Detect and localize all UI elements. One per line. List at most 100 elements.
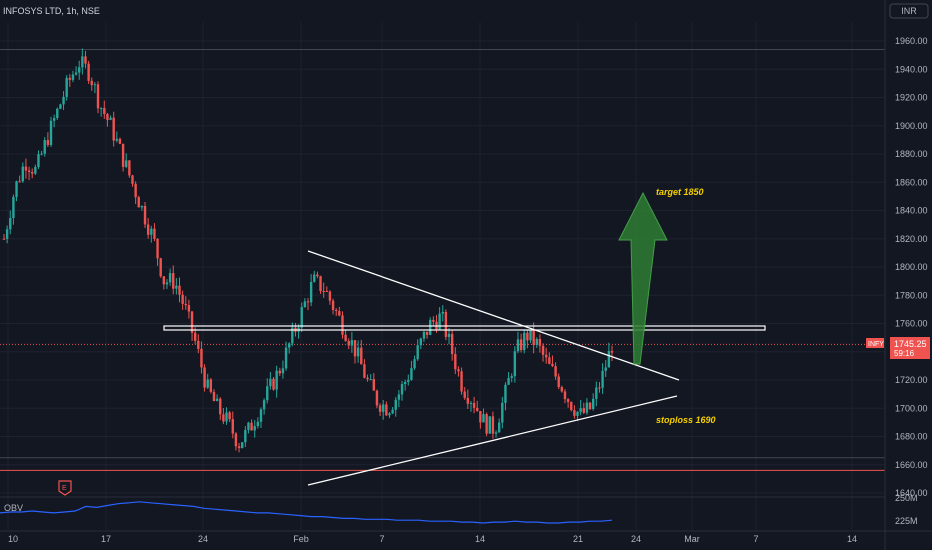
candle-body [244, 429, 247, 443]
y-tick-label: 1840.00 [895, 206, 928, 216]
candle-body [363, 364, 366, 378]
candle-body [447, 333, 451, 337]
y-tick-label: 1940.00 [895, 64, 928, 74]
candle-body [563, 391, 567, 400]
symbol-text: INFY [868, 341, 884, 348]
candle-body [240, 442, 244, 448]
y-tick-label: 1820.00 [895, 234, 928, 244]
candle-body [598, 387, 601, 389]
x-tick-label: 17 [101, 534, 111, 544]
y-tick-label: 1780.00 [895, 290, 928, 300]
candle-body [309, 281, 313, 303]
candle-body [366, 377, 369, 380]
candle-body [225, 412, 228, 422]
candle-body [441, 311, 444, 314]
candle-body [34, 166, 37, 174]
candle-body [300, 307, 303, 328]
candle-body [331, 300, 335, 310]
candle-body [121, 143, 125, 167]
y-tick-label: 1880.00 [895, 149, 928, 159]
candle-body [165, 282, 169, 285]
candle-body [585, 402, 589, 413]
candle-body [74, 72, 78, 75]
candle-body [131, 175, 134, 184]
candle-body [106, 113, 109, 120]
candle-body [153, 228, 156, 239]
candle-body [197, 340, 200, 349]
candle-body [109, 117, 112, 120]
candle-body [344, 334, 347, 341]
candle-body [532, 329, 535, 345]
countdown-text: 59:16 [894, 349, 915, 358]
candle-body [516, 339, 520, 352]
y-tick-label: 1960.00 [895, 36, 928, 46]
candle-body [472, 403, 476, 408]
candle-body [541, 345, 545, 355]
candle-body [228, 412, 231, 420]
candle-body [460, 371, 463, 392]
candle-body [454, 353, 457, 370]
candle-body [306, 301, 310, 303]
candle-body [156, 238, 159, 259]
earnings-marker[interactable]: E [58, 480, 72, 496]
candle-body [372, 379, 376, 391]
candle-body [519, 339, 523, 351]
candle-body [419, 338, 423, 346]
candle-body [347, 340, 350, 346]
candle-body [538, 339, 542, 346]
candle-body [200, 348, 203, 368]
candle-body [125, 160, 128, 167]
candle-body [284, 347, 288, 369]
y-tick-label: 1680.00 [895, 432, 928, 442]
candle-body [172, 273, 175, 289]
candle-body [68, 77, 72, 80]
candle-body [99, 108, 103, 110]
candle-body [529, 329, 532, 341]
candle-body [341, 315, 344, 335]
y-tick-label: 1700.00 [895, 403, 928, 413]
candle-body [413, 359, 416, 369]
candle-body [87, 63, 90, 81]
candle-body [175, 285, 178, 289]
candle-body [510, 376, 513, 378]
candle-body [140, 206, 144, 208]
candle-body [479, 410, 482, 423]
candle-body [385, 404, 388, 416]
candle-body [388, 413, 391, 416]
candle-body [391, 409, 394, 414]
candle-body [407, 379, 410, 382]
candle-body [491, 416, 495, 434]
candle-body [557, 376, 560, 388]
target-annotation: target 1850 [656, 187, 704, 197]
candle-body [272, 378, 275, 390]
candle-body [554, 366, 557, 377]
candle-body [278, 370, 281, 374]
candle-body [2, 238, 6, 240]
candle-body [548, 357, 551, 364]
candle-body [429, 319, 432, 335]
candle-body [103, 108, 106, 114]
candle-body [338, 311, 341, 316]
candle-body [253, 426, 256, 431]
candle-body [62, 96, 65, 105]
candle-body [482, 414, 485, 423]
y-tick-label: 1640.00 [895, 488, 928, 498]
lower-trendline [307, 395, 678, 486]
candle-body [560, 387, 564, 392]
candle-body [476, 407, 479, 411]
earnings-letter: E [62, 485, 67, 492]
candle-body [181, 294, 184, 304]
candle-body [184, 303, 187, 306]
candle-body [591, 398, 595, 409]
candle-body [375, 390, 379, 406]
candle-body [31, 172, 34, 174]
candle-body [369, 379, 372, 381]
candle-body [150, 228, 153, 235]
y-tick-label: 1660.00 [895, 460, 928, 470]
levels [0, 48, 885, 471]
drawings [163, 191, 766, 486]
candle-body [168, 273, 172, 283]
currency-box[interactable] [889, 3, 929, 19]
